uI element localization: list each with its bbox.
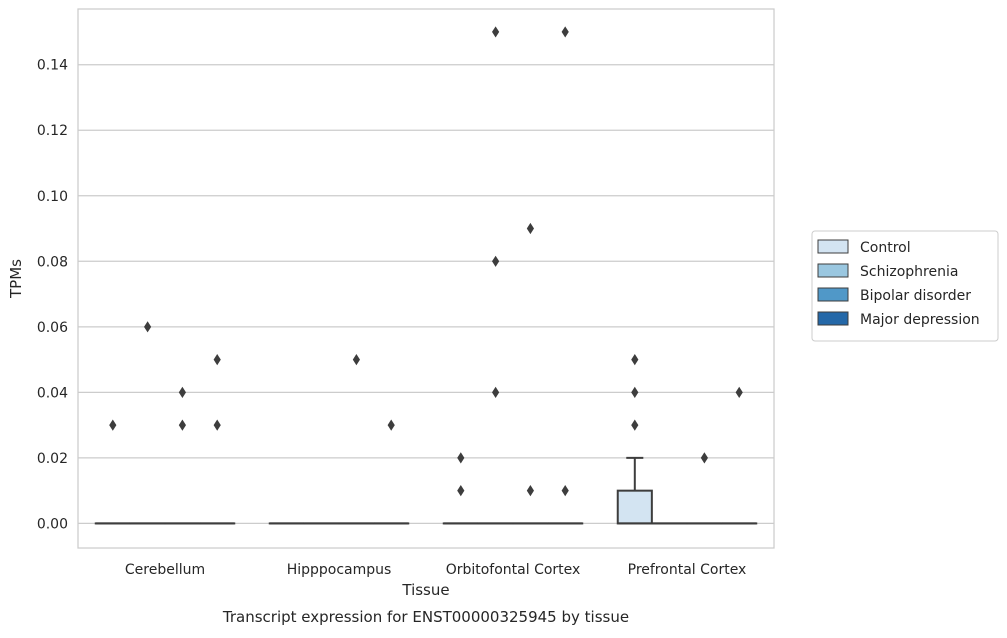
outlier-point	[179, 387, 186, 398]
x-tick-label: Prefrontal Cortex	[628, 562, 747, 578]
legend-swatch	[818, 288, 848, 301]
box-2-2	[513, 223, 547, 524]
outlier-point	[144, 321, 151, 332]
outlier-point	[527, 223, 534, 234]
outlier-point	[562, 26, 569, 37]
y-tick-label: 0.12	[37, 123, 68, 139]
outlier-point	[492, 26, 499, 37]
outlier-point	[631, 420, 638, 431]
box-1-3	[374, 420, 408, 524]
x-tick-label: Orbitofontal Cortex	[446, 562, 581, 578]
outlier-point	[457, 485, 464, 496]
box-1-2	[339, 354, 373, 523]
y-tick-label: 0.06	[37, 320, 68, 336]
outlier-point	[214, 354, 221, 365]
box-2-0	[444, 452, 478, 523]
outlier-point	[631, 387, 638, 398]
box-0-1	[131, 321, 165, 523]
outlier-point	[701, 452, 708, 463]
gridlines	[78, 65, 774, 524]
legend-swatch	[818, 264, 848, 277]
y-tick-label: 0.00	[37, 516, 68, 532]
outlier-point	[388, 420, 395, 431]
outlier-point	[527, 485, 534, 496]
outlier-point	[492, 387, 499, 398]
box-3-2	[687, 452, 721, 523]
outlier-point	[631, 354, 638, 365]
chart-caption: Transcript expression for ENST0000032594…	[222, 608, 629, 626]
legend-label: Control	[860, 240, 911, 256]
legend: Control Schizophrenia Bipolar disorder Majo…	[812, 231, 998, 341]
box-2-1	[479, 26, 513, 523]
x-tick-label: Cerebellum	[125, 562, 205, 578]
legend-label: Schizophrenia	[860, 264, 958, 280]
y-axis-label: TPMs	[7, 259, 25, 299]
y-axis-ticks: 0.00 0.02 0.04 0.06 0.08 0.10 0.12 0.14	[37, 58, 68, 533]
box-0-0	[96, 420, 130, 524]
plot-area-frame	[78, 9, 774, 548]
box-0-2	[165, 387, 199, 524]
box-2-3	[548, 26, 582, 523]
outlier-point	[353, 354, 360, 365]
legend-label: Bipolar disorder	[860, 288, 971, 304]
y-tick-label: 0.14	[37, 58, 68, 74]
box-0-3	[200, 354, 234, 523]
outlier-point	[109, 420, 116, 431]
boxes	[96, 26, 757, 523]
legend-swatch	[818, 240, 848, 253]
x-axis-label: Tissue	[401, 581, 449, 599]
outlier-point	[214, 420, 221, 431]
legend-label: Major depression	[860, 312, 980, 328]
y-tick-label: 0.04	[37, 385, 68, 401]
y-tick-label: 0.08	[37, 254, 68, 270]
x-tick-label: Hipppocampus	[287, 562, 392, 578]
box-body	[618, 491, 652, 524]
box-3-0	[618, 354, 652, 523]
outlier-point	[492, 256, 499, 267]
outlier-point	[179, 420, 186, 431]
outlier-point	[562, 485, 569, 496]
x-axis-ticks: Cerebellum Hipppocampus Orbitofontal Corte…	[125, 562, 746, 578]
y-tick-label: 0.10	[37, 189, 68, 205]
outlier-point	[457, 452, 464, 463]
legend-swatch	[818, 312, 848, 325]
box-3-3	[722, 387, 756, 524]
y-tick-label: 0.02	[37, 451, 68, 467]
outlier-point	[736, 387, 743, 398]
